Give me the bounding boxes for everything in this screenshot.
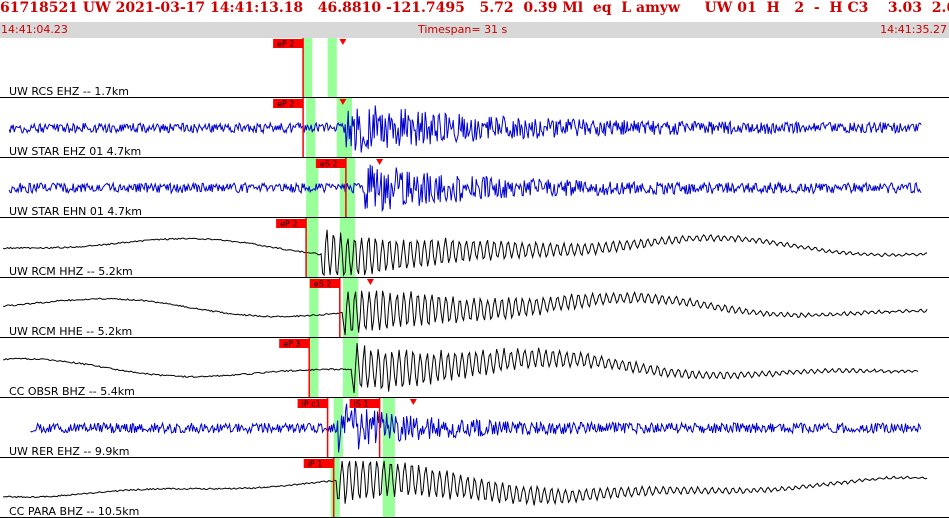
pick-label: iP 1 bbox=[308, 460, 323, 469]
pick-window bbox=[306, 158, 319, 218]
pick-flag[interactable] bbox=[349, 399, 380, 408]
pick-flag[interactable] bbox=[273, 99, 304, 108]
trace-panel[interactable]: eP 2 UW RCS EHZ -- 1.7km bbox=[0, 38, 949, 98]
pick-label: eS 2 bbox=[314, 280, 332, 289]
station-label: UW STAR EHZ 01 4.7km bbox=[9, 145, 141, 158]
pick-window bbox=[309, 278, 319, 338]
trace-panel[interactable]: eS 2 UW STAR EHN 01 4.7km bbox=[0, 158, 949, 218]
pick-label: eP 3 bbox=[283, 340, 300, 349]
pick-flag[interactable] bbox=[273, 39, 304, 48]
waveform-line bbox=[8, 105, 922, 153]
phase-marker bbox=[376, 159, 384, 165]
station-label: UW RCM HHZ -- 5.2km bbox=[9, 265, 133, 278]
trace-panels[interactable]: eP 2 UW RCS EHZ -- 1.7km eP 2 UW STAR EHZ 0… bbox=[0, 38, 949, 518]
waveform-line bbox=[3, 290, 928, 336]
timespan-label: Timespan= bbox=[418, 23, 481, 36]
pick-label: eP 2 bbox=[277, 40, 294, 49]
pick-label: iS 1 bbox=[354, 400, 369, 409]
pick-label: iP c1 bbox=[302, 400, 321, 409]
waveform-line bbox=[30, 403, 922, 453]
pick-flag[interactable] bbox=[303, 459, 334, 468]
pick-window bbox=[339, 218, 356, 278]
pick-window bbox=[303, 38, 313, 98]
waveform-line bbox=[2, 229, 928, 277]
pick-window bbox=[327, 38, 337, 98]
end-time: 14:41:35.27 bbox=[880, 23, 947, 36]
phase-marker bbox=[339, 39, 347, 45]
event-summary-line: 61718521 UW 2021-03-17 14:41:13.18 46.88… bbox=[0, 0, 949, 16]
pick-flag[interactable] bbox=[276, 219, 307, 228]
trace-panel[interactable]: eP 3 CC OBSR BHZ -- 5.4km bbox=[0, 338, 949, 398]
pick-window bbox=[339, 158, 356, 218]
pick-flag[interactable] bbox=[309, 279, 340, 288]
pick-flag[interactable] bbox=[297, 399, 328, 408]
start-time: 14:41:04.23 bbox=[1, 23, 68, 36]
waveform-line bbox=[3, 460, 928, 506]
waveform-line bbox=[3, 343, 919, 393]
station-label: UW RER EHZ -- 9.9km bbox=[9, 445, 129, 458]
station-label: UW STAR EHN 01 4.7km bbox=[9, 205, 142, 218]
trace-panel[interactable]: eP 2 UW STAR EHZ 01 4.7km bbox=[0, 98, 949, 158]
trace-panel[interactable]: iP 1 CC PARA BHZ -- 10.5km bbox=[0, 458, 949, 518]
station-label: CC OBSR BHZ -- 5.4km bbox=[9, 385, 135, 398]
phase-marker bbox=[409, 399, 417, 405]
station-label: UW RCM HHE -- 5.2km bbox=[9, 325, 132, 338]
pick-window bbox=[330, 458, 340, 518]
pick-window bbox=[342, 278, 359, 338]
pick-flag[interactable] bbox=[279, 339, 310, 348]
pick-label: eP 2 bbox=[280, 220, 297, 229]
trace-panel[interactable]: eP 2 UW RCM HHZ -- 5.2km bbox=[0, 218, 949, 278]
pick-flag[interactable] bbox=[315, 159, 346, 168]
waveform-line bbox=[8, 164, 922, 213]
station-label: CC PARA BHZ -- 10.5km bbox=[9, 505, 139, 518]
trace-panel[interactable]: iP c1 iS 1 UW RER EHZ -- 9.9km bbox=[0, 398, 949, 458]
phase-marker bbox=[339, 99, 347, 105]
timespan: Timespan= 31 s bbox=[418, 22, 507, 38]
pick-label: eP 2 bbox=[277, 100, 294, 109]
pick-window bbox=[306, 218, 319, 278]
station-label: UW RCS EHZ -- 1.7km bbox=[9, 85, 129, 98]
phase-marker bbox=[366, 279, 374, 285]
timespan-value: 31 s bbox=[484, 23, 508, 36]
pick-label: eS 2 bbox=[320, 160, 338, 169]
pick-window bbox=[309, 338, 319, 398]
trace-panel[interactable]: eS 2 UW RCM HHE -- 5.2km bbox=[0, 278, 949, 338]
time-bar: 14:41:04.23 Timespan= 31 s 14:41:35.27 bbox=[0, 22, 949, 38]
